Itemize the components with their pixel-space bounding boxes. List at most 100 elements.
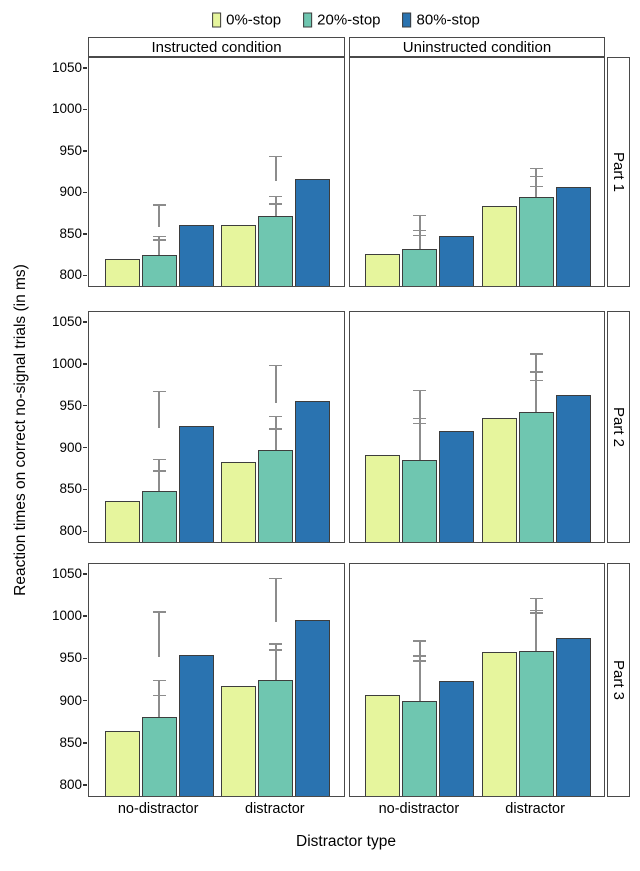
error-cap-no-distractor-20-stop bbox=[152, 458, 166, 461]
y-tick-label: 800 bbox=[59, 267, 82, 283]
legend-item-20-stop: 20%-stop bbox=[303, 12, 381, 29]
bar-part-2-instructed-condition-no-distractor-0-stop bbox=[104, 500, 140, 542]
error-cap-no-distractor-80-stop bbox=[413, 214, 427, 217]
legend-swatch-20-stop bbox=[303, 12, 313, 28]
bar-part-2-uninstructed-condition-distractor-80-stop bbox=[555, 395, 591, 542]
facet-strip-uninstructed-condition: Uninstructed condition bbox=[349, 37, 605, 57]
facet-strip-part-3: Part 3 bbox=[607, 563, 630, 797]
panel-part-2-uninstructed-condition bbox=[349, 311, 605, 543]
error-whisker-no-distractor-20-stop bbox=[158, 679, 160, 719]
y-tick-mark bbox=[83, 530, 87, 533]
bar-part-2-uninstructed-condition-distractor-20-stop bbox=[518, 412, 554, 542]
error-cap-distractor-80-stop bbox=[529, 353, 543, 355]
y-tick-label: 900 bbox=[59, 184, 82, 200]
bar-part-2-uninstructed-condition-no-distractor-20-stop bbox=[402, 459, 438, 542]
y-tick-label: 900 bbox=[59, 439, 82, 455]
x-tick-label-no-distractor: no-distractor bbox=[378, 801, 460, 817]
y-tick-label: 1000 bbox=[51, 101, 82, 117]
y-tick-mark bbox=[83, 742, 87, 744]
bar-part-2-instructed-condition-distractor-0-stop bbox=[221, 461, 257, 542]
error-whisker-no-distractor-80-stop bbox=[158, 390, 160, 429]
error-cap-no-distractor-80-stop bbox=[152, 204, 166, 206]
bar-part-3-instructed-condition-no-distractor-0-stop bbox=[104, 730, 140, 796]
y-tick-label: 1000 bbox=[51, 608, 82, 624]
y-tick-label: 1050 bbox=[51, 313, 82, 329]
error-cap-distractor-80-stop bbox=[269, 155, 283, 158]
legend-item-80-stop: 80%-stop bbox=[402, 12, 480, 29]
facet-strip-part-2: Part 2 bbox=[607, 311, 630, 543]
error-whisker-no-distractor-20-stop bbox=[158, 458, 160, 493]
bar-part-3-instructed-condition-no-distractor-20-stop bbox=[141, 716, 177, 796]
bar-part-3-instructed-condition-distractor-80-stop bbox=[295, 620, 331, 796]
y-tick-mark bbox=[83, 488, 87, 491]
y-tick-mark bbox=[83, 108, 87, 111]
panel-part-3-uninstructed-condition bbox=[349, 563, 605, 797]
bar-part-3-uninstructed-condition-distractor-80-stop bbox=[555, 638, 591, 796]
y-tick-label: 950 bbox=[59, 397, 82, 413]
error-cap-distractor-80-stop bbox=[529, 597, 543, 600]
bar-part-3-instructed-condition-no-distractor-80-stop bbox=[178, 654, 214, 796]
panel-part-2-instructed-condition bbox=[88, 311, 345, 543]
bar-part-1-instructed-condition-no-distractor-20-stop bbox=[141, 255, 177, 286]
legend: 0%-stop 20%-stop 80%-stop bbox=[212, 12, 480, 29]
bar-part-1-uninstructed-condition-distractor-20-stop bbox=[518, 197, 554, 286]
y-tick-label: 850 bbox=[59, 225, 82, 241]
error-whisker-distractor-80-stop bbox=[275, 577, 277, 623]
y-tick-mark bbox=[83, 699, 87, 702]
y-tick-label: 950 bbox=[59, 650, 82, 666]
bar-part-2-instructed-condition-no-distractor-20-stop bbox=[141, 490, 177, 542]
y-tick-label: 800 bbox=[59, 777, 82, 793]
error-cap-distractor-80-stop bbox=[269, 364, 283, 367]
bar-part-1-uninstructed-condition-no-distractor-0-stop bbox=[365, 253, 401, 286]
error-whisker-distractor-20-stop bbox=[275, 643, 277, 683]
bar-part-1-instructed-condition-distractor-80-stop bbox=[295, 178, 331, 286]
bar-part-3-uninstructed-condition-no-distractor-80-stop bbox=[439, 681, 475, 796]
bar-part-2-uninstructed-condition-no-distractor-0-stop bbox=[365, 454, 401, 542]
y-tick-label: 850 bbox=[59, 481, 82, 497]
error-cap-no-distractor-80-stop bbox=[152, 390, 166, 393]
error-whisker-distractor-20-stop bbox=[275, 195, 277, 219]
error-whisker-no-distractor-80-stop bbox=[158, 611, 160, 657]
bar-part-2-uninstructed-condition-distractor-0-stop bbox=[481, 418, 517, 542]
y-tick-mark bbox=[83, 404, 87, 407]
error-whisker-no-distractor-20-stop bbox=[158, 235, 160, 258]
bar-part-3-instructed-condition-distractor-20-stop bbox=[258, 680, 294, 796]
bar-part-3-uninstructed-condition-no-distractor-0-stop bbox=[365, 694, 401, 796]
legend-swatch-0-stop bbox=[212, 12, 222, 28]
y-tick-mark bbox=[83, 657, 87, 660]
error-cap-distractor-20-stop bbox=[269, 643, 283, 645]
error-whisker-no-distractor-20-stop bbox=[419, 422, 421, 462]
y-tick-mark bbox=[83, 446, 87, 449]
error-cap-no-distractor-80-stop bbox=[413, 389, 427, 392]
x-axis-title: Distractor type bbox=[296, 833, 396, 850]
error-cap-distractor-20-stop bbox=[269, 195, 283, 198]
legend-item-0-stop: 0%-stop bbox=[212, 12, 281, 29]
bar-part-1-uninstructed-condition-distractor-80-stop bbox=[555, 187, 591, 286]
error-cap-distractor-80-stop bbox=[529, 167, 543, 170]
y-tick-mark bbox=[83, 191, 87, 194]
panel-part-1-uninstructed-condition bbox=[349, 57, 605, 287]
facet-strip-instructed-condition: Instructed condition bbox=[88, 37, 345, 57]
y-tick-mark bbox=[83, 274, 87, 277]
error-cap-no-distractor-20-stop bbox=[152, 235, 166, 238]
x-tick-label-no-distractor: no-distractor bbox=[117, 801, 199, 817]
bar-part-1-uninstructed-condition-no-distractor-20-stop bbox=[402, 248, 438, 286]
y-tick-label: 1050 bbox=[51, 59, 82, 75]
error-cap-no-distractor-20-stop bbox=[152, 679, 166, 682]
y-axis-title: Reaction times on correct no-signal tria… bbox=[12, 264, 29, 596]
error-whisker-distractor-80-stop bbox=[275, 364, 277, 404]
panel-part-1-instructed-condition bbox=[88, 57, 345, 287]
y-tick-mark bbox=[83, 67, 87, 69]
bar-part-2-instructed-condition-no-distractor-80-stop bbox=[178, 426, 214, 542]
error-whisker-distractor-80-stop bbox=[535, 597, 537, 641]
legend-swatch-80-stop bbox=[402, 12, 412, 28]
bar-part-2-uninstructed-condition-no-distractor-80-stop bbox=[439, 431, 475, 542]
y-tick-label: 850 bbox=[59, 734, 82, 750]
y-tick-mark bbox=[83, 321, 87, 323]
bar-part-1-uninstructed-condition-distractor-0-stop bbox=[481, 206, 517, 286]
bar-part-2-instructed-condition-distractor-80-stop bbox=[295, 401, 331, 542]
y-tick-label: 1000 bbox=[51, 355, 82, 371]
bar-part-2-instructed-condition-distractor-20-stop bbox=[258, 449, 294, 542]
y-tick-mark bbox=[83, 150, 87, 152]
error-cap-no-distractor-80-stop bbox=[413, 640, 427, 642]
